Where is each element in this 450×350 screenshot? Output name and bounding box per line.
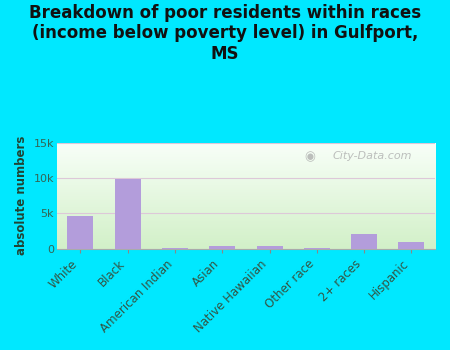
Bar — [256, 246, 283, 248]
Y-axis label: absolute numbers: absolute numbers — [15, 136, 28, 255]
Text: Breakdown of poor residents within races
(income below poverty level) in Gulfpor: Breakdown of poor residents within races… — [29, 4, 421, 63]
Text: City-Data.com: City-Data.com — [333, 151, 412, 161]
Bar — [351, 234, 377, 248]
Bar — [115, 178, 141, 248]
Bar — [68, 216, 94, 248]
Bar — [398, 242, 424, 248]
Text: ◉: ◉ — [305, 150, 315, 163]
Bar — [209, 246, 235, 248]
